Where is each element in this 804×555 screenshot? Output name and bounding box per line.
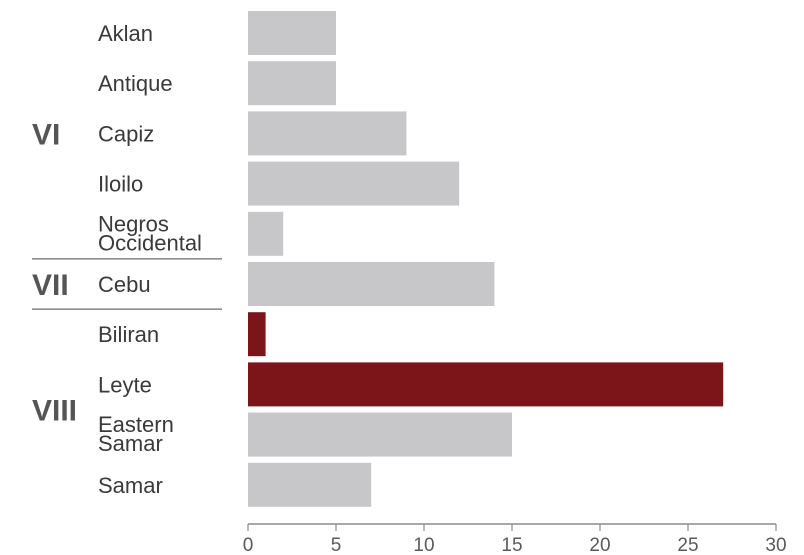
group-label-vi: VI [32,118,60,151]
category-label-cebu: Cebu [98,272,151,297]
category-label-capiz: Capiz [98,121,154,146]
x-tick-label: 5 [331,535,342,555]
x-tick-label: 0 [243,535,254,555]
category-label-iloilo: Iloilo [98,172,143,197]
group-labels: VI VII VIII [32,118,77,427]
category-label-samar: Samar [98,473,163,498]
category-label-eastern-samar: Eastern Samar [98,412,174,456]
bar-eastern-samar [248,412,512,457]
category-label-negros-occidental: Negros Occidental [98,211,202,255]
bar-capiz [248,111,407,156]
x-tick-label: 10 [413,535,434,555]
category-label-aklan: Aklan [98,21,153,46]
bar-iloilo [248,161,460,206]
bar-cebu [248,262,495,306]
x-tick-label: 15 [501,535,522,555]
bar-samar [248,462,372,507]
bar-antique [248,61,336,106]
category-label-biliran: Biliran [98,322,159,347]
group-separators [32,258,222,310]
group-label-viii: VIII [32,395,77,428]
category-label-antique: Antique [98,71,173,96]
group-label-vii: VII [32,269,69,302]
bar-leyte [248,362,724,407]
category-labels: Aklan Antique Capiz Iloilo Negros Occidental C… [98,21,202,498]
bar-negros-occidental [248,211,284,256]
bar-aklan [248,11,336,55]
x-tick-label: 20 [589,535,610,555]
bar-biliran [248,312,266,357]
x-axis: 0 5 10 15 20 25 30 [243,523,787,555]
bars-layer [248,11,724,507]
x-tick-label: 30 [765,535,786,555]
x-tick-label: 25 [677,535,698,555]
category-label-leyte: Leyte [98,372,152,397]
